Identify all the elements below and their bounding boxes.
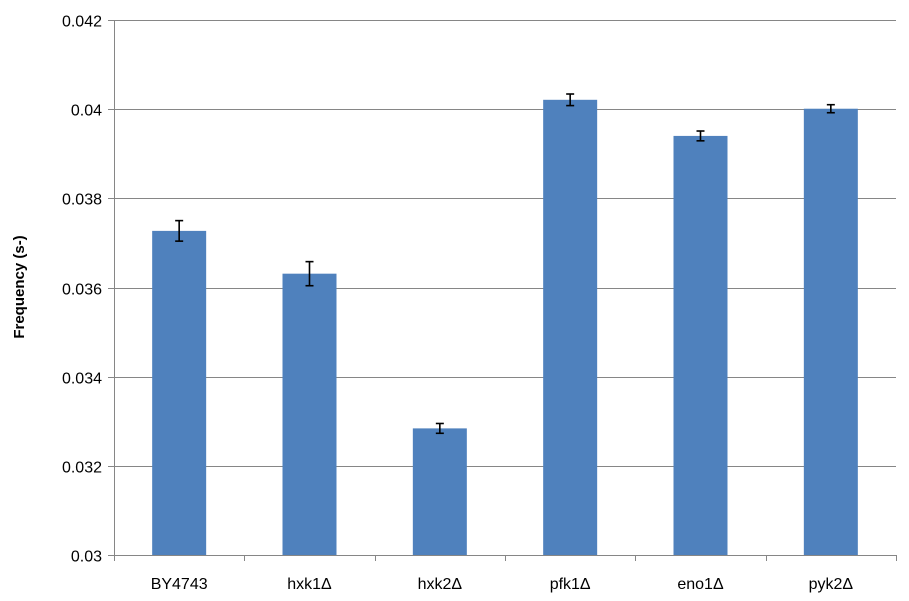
y-tick-label: 0.036: [62, 282, 102, 299]
bar-4: [673, 135, 728, 555]
error-bars: [175, 93, 835, 435]
error-bar-3: [566, 93, 575, 107]
y-tick-label: 0.034: [62, 371, 102, 388]
y-tick-label: 0.038: [62, 192, 102, 209]
x-tick-label: BY4743: [151, 576, 208, 593]
x-tick-label: pfk1Δ: [550, 576, 591, 593]
bar-3: [543, 99, 598, 555]
x-tick-label: pyk2Δ: [809, 576, 854, 593]
bar-0: [152, 230, 207, 556]
axes: [108, 20, 897, 561]
x-tick-label: hxk1Δ: [287, 576, 332, 593]
bar-5: [803, 108, 858, 556]
y-tick-labels: 0.03 0.032 0.034 0.036 0.038 0.04 0.042: [62, 14, 102, 566]
bar-2: [412, 428, 467, 555]
error-bar-2: [435, 422, 444, 435]
error-bar-5: [826, 103, 835, 114]
bar-1: [282, 273, 337, 555]
y-axis-title: Frequency (s-): [11, 235, 28, 338]
y-tick-label: 0.042: [62, 14, 102, 31]
gridlines: [114, 20, 896, 467]
error-bar-0: [175, 219, 184, 242]
y-tick-label: 0.03: [71, 549, 102, 566]
error-bar-4: [696, 130, 705, 142]
bars: [152, 99, 858, 556]
y-tick-label: 0.032: [62, 460, 102, 477]
y-tick-label: 0.04: [71, 103, 102, 120]
x-tick-label: hxk2Δ: [418, 576, 463, 593]
x-tick-label: eno1Δ: [677, 576, 724, 593]
x-tick-labels: BY4743 hxk1Δ hxk2Δ pfk1Δ eno1Δ pyk2Δ: [151, 576, 854, 593]
error-bar-1: [305, 260, 314, 287]
